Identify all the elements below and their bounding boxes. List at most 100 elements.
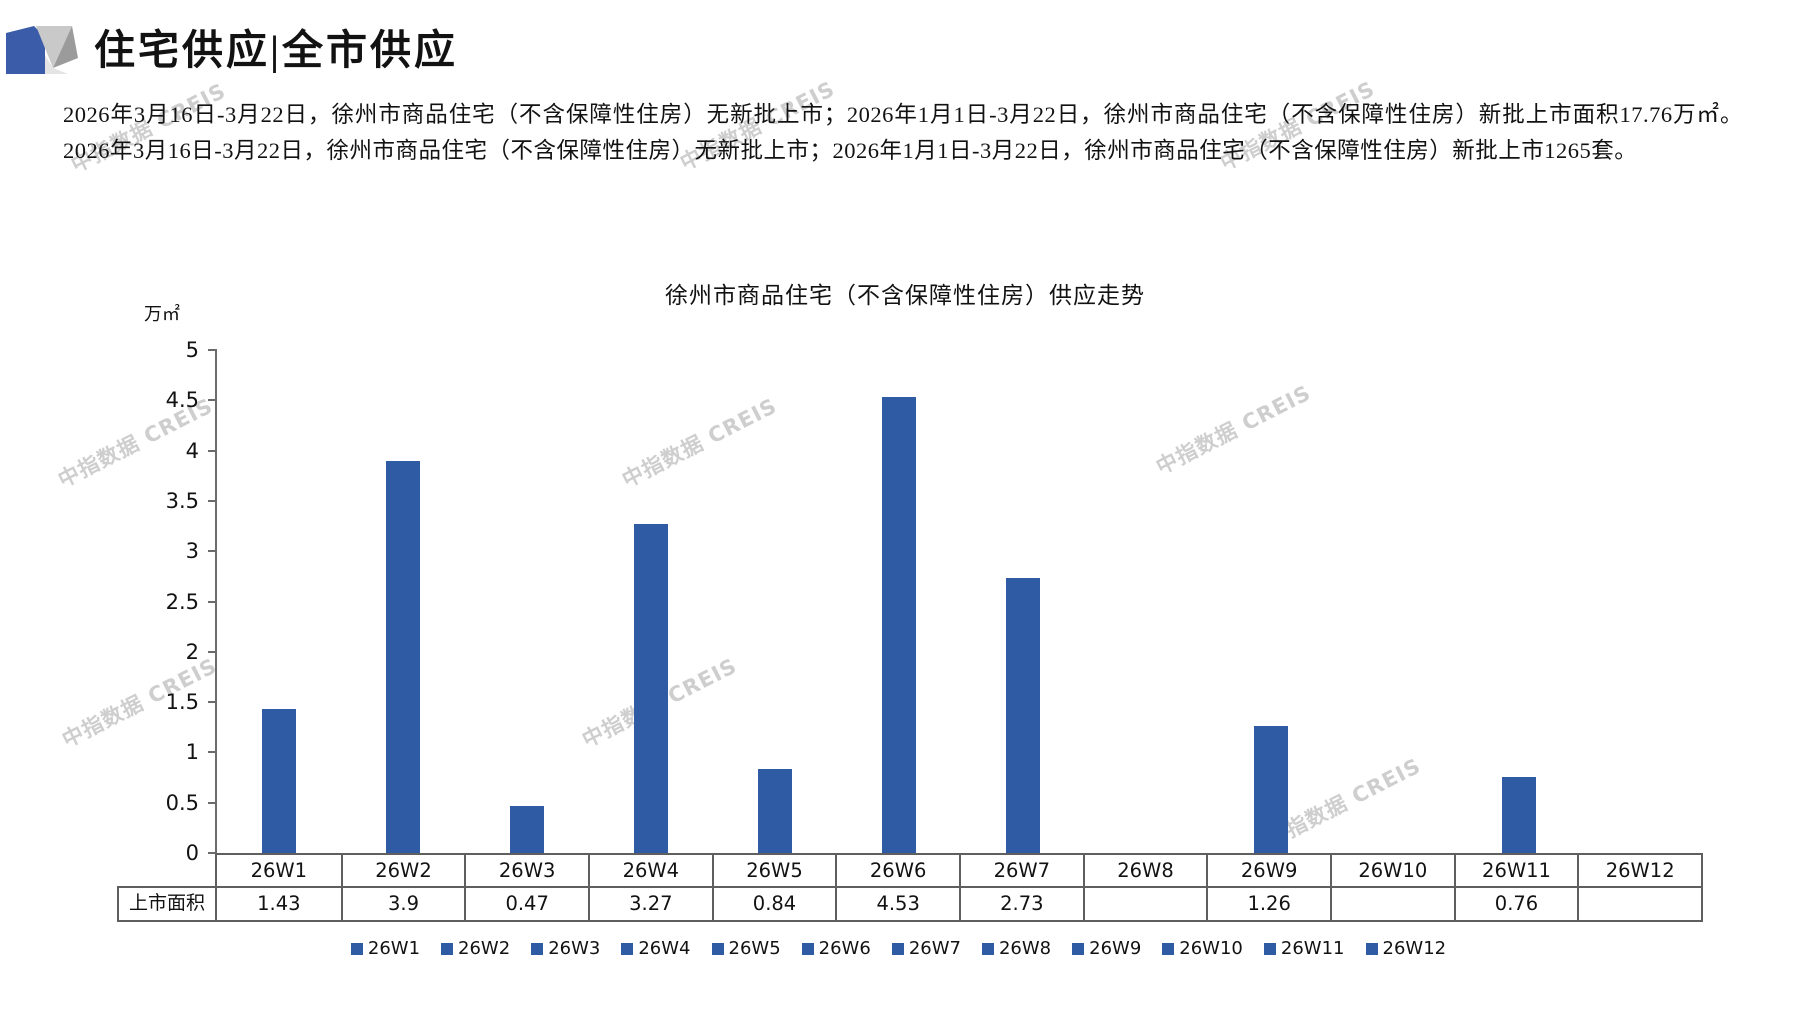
week-label-cell: 26W11 (1453, 855, 1578, 886)
week-label-cell: 26W8 (1082, 855, 1207, 886)
bar-column-26W11 (1457, 350, 1581, 853)
value-cell (1329, 886, 1454, 920)
y-tick-mark (208, 499, 217, 502)
legend-label: 26W1 (367, 938, 421, 959)
bar-26W1 (262, 709, 296, 853)
bar-column-26W9 (1209, 350, 1333, 853)
legend-swatch-icon (801, 942, 814, 955)
value-cell (1577, 886, 1701, 920)
bars-container (217, 350, 1705, 853)
legend-swatch-icon (1162, 942, 1175, 955)
bar-column-26W2 (341, 350, 465, 853)
bar-26W6 (882, 397, 916, 853)
legend-item-26W11: 26W11 (1263, 938, 1345, 959)
week-label-cell: 26W4 (587, 855, 712, 886)
y-tick-label: 5 (185, 338, 199, 362)
y-tick-mark (208, 852, 217, 854)
legend-item-26W2: 26W2 (441, 938, 510, 959)
bar-26W9 (1254, 726, 1288, 853)
week-label-cell: 26W9 (1206, 855, 1330, 886)
bar-26W2 (386, 460, 420, 853)
y-tick-mark (208, 399, 217, 402)
legend-item-26W4: 26W4 (621, 938, 691, 959)
week-label-cell: 26W12 (1577, 855, 1701, 886)
bar-26W7 (1006, 578, 1040, 853)
legend-item-26W12: 26W12 (1365, 938, 1447, 959)
summary-text: 2026年3月16日-3月22日，徐州市商品住宅（不含保障性住房）无新批上市；2… (63, 102, 1743, 163)
week-label-cell: 26W2 (340, 855, 465, 886)
table-row-header: 上市面积 (117, 886, 217, 922)
y-tick-mark (208, 449, 217, 452)
value-cell (1082, 886, 1207, 920)
value-cell: 0.84 (711, 886, 836, 920)
legend-item-26W9: 26W9 (1072, 938, 1141, 959)
legend-label: 26W7 (908, 938, 961, 959)
value-cell: 3.9 (340, 886, 465, 920)
y-tick-mark (208, 701, 217, 704)
value-cell: 0.76 (1453, 886, 1578, 920)
value-cell: 3.27 (587, 886, 712, 920)
legend-label: 26W9 (1089, 938, 1142, 959)
y-tick-label: 2 (185, 639, 199, 664)
y-tick-mark (208, 600, 217, 603)
bar-26W3 (510, 805, 544, 853)
y-tick-label: 4 (185, 438, 199, 463)
bar-column-26W12 (1581, 350, 1705, 853)
bar-column-26W5 (713, 350, 837, 853)
legend-swatch-icon (981, 942, 994, 955)
value-cell: 4.53 (835, 886, 959, 920)
bar-column-26W8 (1085, 350, 1209, 853)
legend-item-26W7: 26W7 (891, 938, 961, 959)
y-tick-label: 0 (185, 841, 199, 865)
legend-label: 26W8 (998, 938, 1052, 959)
value-cell: 1.43 (217, 886, 341, 920)
week-label-cell: 26W5 (711, 855, 836, 886)
value-cell: 0.47 (464, 886, 588, 920)
bar-26W4 (634, 524, 668, 853)
legend-item-26W8: 26W8 (981, 938, 1052, 959)
legend-swatch-icon (350, 942, 363, 955)
legend-label: 26W10 (1179, 938, 1243, 959)
y-tick-label: 0.5 (165, 790, 199, 815)
bar-column-26W1 (217, 350, 341, 853)
y-tick-label: 4.5 (165, 388, 199, 413)
page-title: 住宅供应|全市供应 (94, 27, 459, 73)
y-tick-label: 1 (185, 740, 199, 765)
legend-item-26W3: 26W3 (531, 938, 600, 959)
y-tick-label: 3 (185, 539, 199, 564)
bar-column-26W6 (837, 350, 961, 853)
week-label-cell: 26W6 (835, 855, 959, 886)
legend-swatch-icon (1263, 942, 1276, 955)
week-label-cell: 26W10 (1329, 855, 1454, 886)
legend-item-26W5: 26W5 (711, 938, 781, 959)
bar-column-26W3 (465, 350, 589, 853)
y-tick-mark (208, 349, 217, 351)
value-cell: 1.26 (1206, 886, 1330, 920)
legend-label: 26W4 (638, 938, 691, 959)
legend-swatch-icon (621, 942, 634, 955)
legend-label: 26W11 (1280, 938, 1345, 959)
week-label-cell: 26W1 (250, 859, 308, 882)
y-tick-label: 3.5 (165, 488, 199, 513)
y-tick-mark (208, 550, 217, 553)
y-tick-mark (208, 650, 217, 653)
y-tick-label: 1.5 (165, 690, 199, 715)
y-axis-unit-label: 万㎡ (144, 304, 180, 324)
legend-item-26W10: 26W10 (1162, 938, 1243, 959)
chart-title: 徐州市商品住宅（不含保障性住房）供应走势 (665, 283, 1145, 308)
legend-item-26W1: 26W1 (350, 938, 421, 959)
legend-item-26W6: 26W6 (801, 938, 871, 959)
legend-swatch-icon (441, 942, 454, 955)
chart-legend: 26W1 26W2 26W3 26W4 26W5 26W6 26W7 26W8 26W9 26W1… (0, 938, 1797, 959)
y-tick-mark (208, 801, 217, 804)
legend-label: 26W12 (1382, 938, 1447, 959)
legend-label: 26W5 (728, 938, 781, 959)
bar-column-26W7 (961, 350, 1085, 853)
value-cell: 2.73 (958, 886, 1083, 920)
week-label-cell: 26W7 (958, 855, 1083, 886)
y-tick-mark (208, 751, 217, 754)
y-tick-label: 2.5 (165, 589, 199, 614)
legend-swatch-icon (711, 942, 724, 955)
week-label-cell: 26W3 (464, 855, 588, 886)
